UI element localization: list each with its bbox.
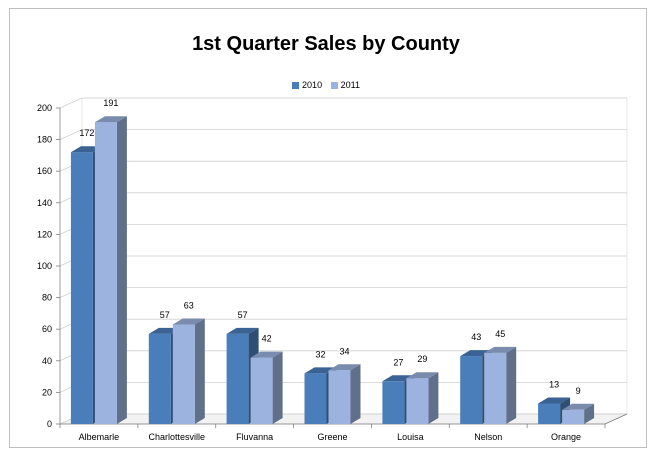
x-tick-label-greene: Greene — [317, 432, 347, 442]
data-label-albemarle-2011: 191 — [103, 98, 118, 108]
bar-louisa-2010 — [382, 381, 405, 424]
bar-orange-2010 — [538, 403, 561, 424]
bar-greene-2010 — [304, 373, 327, 424]
x-tick-label-louisa: Louisa — [397, 432, 424, 442]
y-tick-label: 100 — [37, 261, 52, 271]
bar-nelson-2010 — [460, 356, 483, 424]
bar-orange-2011-top — [562, 403, 595, 410]
bar-nelson-2011 — [484, 352, 507, 424]
bar-albemarle-2011 — [94, 122, 117, 424]
data-label-fluvanna-2010: 57 — [238, 310, 248, 320]
data-label-albemarle-2010: 172 — [79, 128, 94, 138]
y-tick-label: 60 — [42, 324, 52, 334]
bar-greene-2011 — [328, 370, 351, 424]
x-tick-label-orange: Orange — [551, 432, 581, 442]
gridline-side — [59, 97, 83, 109]
data-label-greene-2011: 34 — [339, 346, 349, 356]
data-label-nelson-2011: 45 — [495, 329, 505, 339]
bar-albemarle-2010 — [70, 152, 93, 424]
bar-louisa-2011-top — [406, 372, 439, 379]
legend-label-2010: 2010 — [302, 79, 323, 90]
legend-item-2011: 2011 — [330, 79, 360, 90]
y-tick-label: 20 — [42, 387, 52, 397]
bar-charlottesville-2011-top — [172, 318, 205, 325]
bar-nelson-2011-side — [506, 346, 517, 424]
bar-fluvanna-2010-top — [226, 327, 259, 334]
y-tick-label: 200 — [37, 103, 52, 113]
y-tick-label: 40 — [42, 356, 52, 366]
data-label-fluvanna-2011: 42 — [262, 334, 272, 344]
chart-title: 1st Quarter Sales by County — [192, 33, 460, 55]
legend: 2010 2011 — [10, 79, 642, 90]
bar-fluvanna-2011 — [250, 357, 273, 424]
bar-greene-2011-top — [328, 364, 361, 371]
x-axis-depth — [604, 413, 628, 425]
data-label-nelson-2010: 43 — [471, 332, 481, 342]
bar-louisa-2011 — [406, 378, 429, 424]
bar-charlottesville-2011-side — [194, 318, 205, 424]
x-tick-label-albemarle: Albemarle — [79, 432, 120, 442]
y-tick-label: 0 — [47, 419, 52, 429]
bar-fluvanna-2010 — [226, 333, 249, 424]
data-label-orange-2011: 9 — [576, 386, 581, 396]
bar-orange-2011-side — [584, 403, 595, 424]
data-label-greene-2010: 32 — [315, 349, 325, 359]
gridline-side — [59, 129, 83, 140]
data-label-charlottesville-2011: 63 — [184, 301, 194, 311]
data-label-louisa-2011: 29 — [417, 354, 427, 364]
bar-orange-2010-top — [538, 397, 571, 404]
x-tick-label-nelson: Nelson — [474, 432, 502, 442]
y-tick-label: 160 — [37, 166, 52, 176]
x-tick-label-fluvanna: Fluvanna — [236, 432, 273, 442]
bar-albemarle-2011-side — [116, 116, 127, 424]
y-tick-label: 180 — [37, 135, 52, 145]
y-tick-label: 140 — [37, 198, 52, 208]
data-label-louisa-2010: 27 — [393, 357, 403, 367]
bar-fluvanna-2011-side — [272, 351, 283, 424]
legend-swatch-2011 — [330, 81, 338, 89]
y-tick-label: 80 — [42, 293, 52, 303]
bar-albemarle-2011-top — [94, 116, 127, 123]
x-tick-label-charlottesville: Charlottesville — [149, 432, 206, 442]
bar-greene-2011-side — [350, 364, 361, 424]
y-tick-label: 120 — [37, 229, 52, 239]
legend-item-2010: 2010 — [292, 80, 322, 90]
bar-charlottesville-2010 — [148, 333, 171, 424]
bar-fluvanna-2011-top — [250, 351, 283, 358]
bar-charlottesville-2011 — [172, 324, 195, 424]
bar-louisa-2011-side — [428, 372, 439, 424]
bar-orange-2011 — [562, 409, 585, 424]
legend-swatch-2010 — [292, 81, 300, 89]
bar-nelson-2011-top — [484, 346, 517, 353]
data-label-orange-2010: 13 — [549, 380, 559, 390]
data-label-charlottesville-2010: 57 — [160, 310, 170, 320]
legend-label-2011: 2011 — [340, 79, 360, 90]
